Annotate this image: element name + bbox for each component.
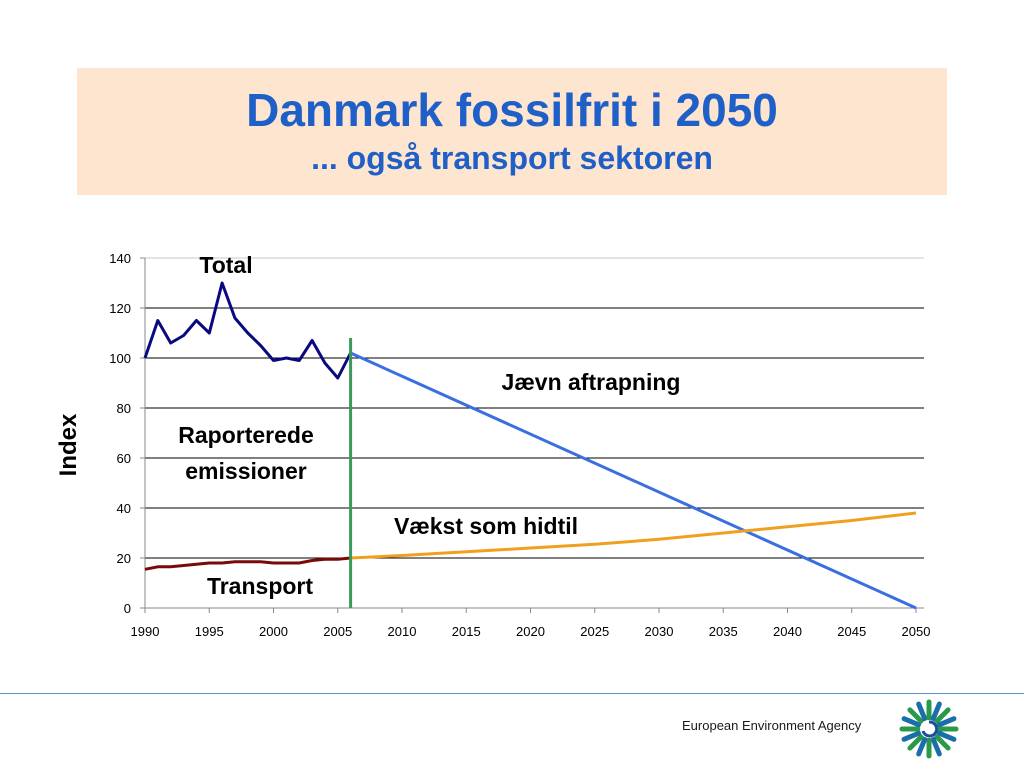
slide-title: Danmark fossilfrit i 2050	[246, 84, 778, 136]
x-tick-label: 2045	[837, 624, 866, 639]
phaseout-series	[349, 351, 917, 610]
y-tick-label: 40	[117, 501, 131, 516]
x-tick-label: 1995	[195, 624, 224, 639]
x-tick-label: 2020	[516, 624, 545, 639]
reported-label: Raporterede	[178, 422, 313, 448]
x-tick-label: 2000	[259, 624, 288, 639]
y-tick-label: 20	[117, 551, 131, 566]
y-tick-label: 80	[117, 401, 131, 416]
agency-name: European Environment Agency	[682, 718, 862, 733]
total-series	[143, 281, 352, 380]
phaseout-label: Jævn aftrapning	[502, 369, 681, 395]
x-tick-label: 2010	[388, 624, 417, 639]
y-tick-label: 60	[117, 451, 131, 466]
grid	[145, 257, 924, 559]
slide-subtitle: ... også transport sektoren	[311, 140, 713, 176]
footer-divider	[0, 693, 1024, 694]
x-tick-label: 1990	[131, 624, 160, 639]
transport-series	[144, 556, 351, 571]
x-tick-label: 2025	[580, 624, 609, 639]
chart-labels: Index Total Raporterede emissioner Jævn aftr…	[55, 252, 680, 599]
y-tick-label: 100	[109, 351, 131, 366]
x-tick-label: 2005	[323, 624, 352, 639]
y-tick-label: 140	[109, 251, 131, 266]
reported-label: emissioner	[185, 458, 306, 484]
y-tick-label: 0	[124, 601, 131, 616]
y-tick-label: 120	[109, 301, 131, 316]
growth-label: Vækst som hidtil	[394, 513, 578, 539]
x-tick-label: 2035	[709, 624, 738, 639]
total-label: Total	[199, 252, 252, 278]
growth-series	[350, 511, 917, 560]
series-lines	[143, 281, 917, 610]
transport-label: Transport	[207, 573, 313, 599]
x-tick-label: 2040	[773, 624, 802, 639]
title-box: Danmark fossilfrit i 2050 ... også trans…	[77, 68, 947, 195]
x-tick-label: 2050	[902, 624, 931, 639]
y-axis-label: Index	[55, 413, 82, 476]
x-tick-label: 2015	[452, 624, 481, 639]
eea-logo-icon	[899, 699, 959, 759]
x-tick-label: 2030	[645, 624, 674, 639]
